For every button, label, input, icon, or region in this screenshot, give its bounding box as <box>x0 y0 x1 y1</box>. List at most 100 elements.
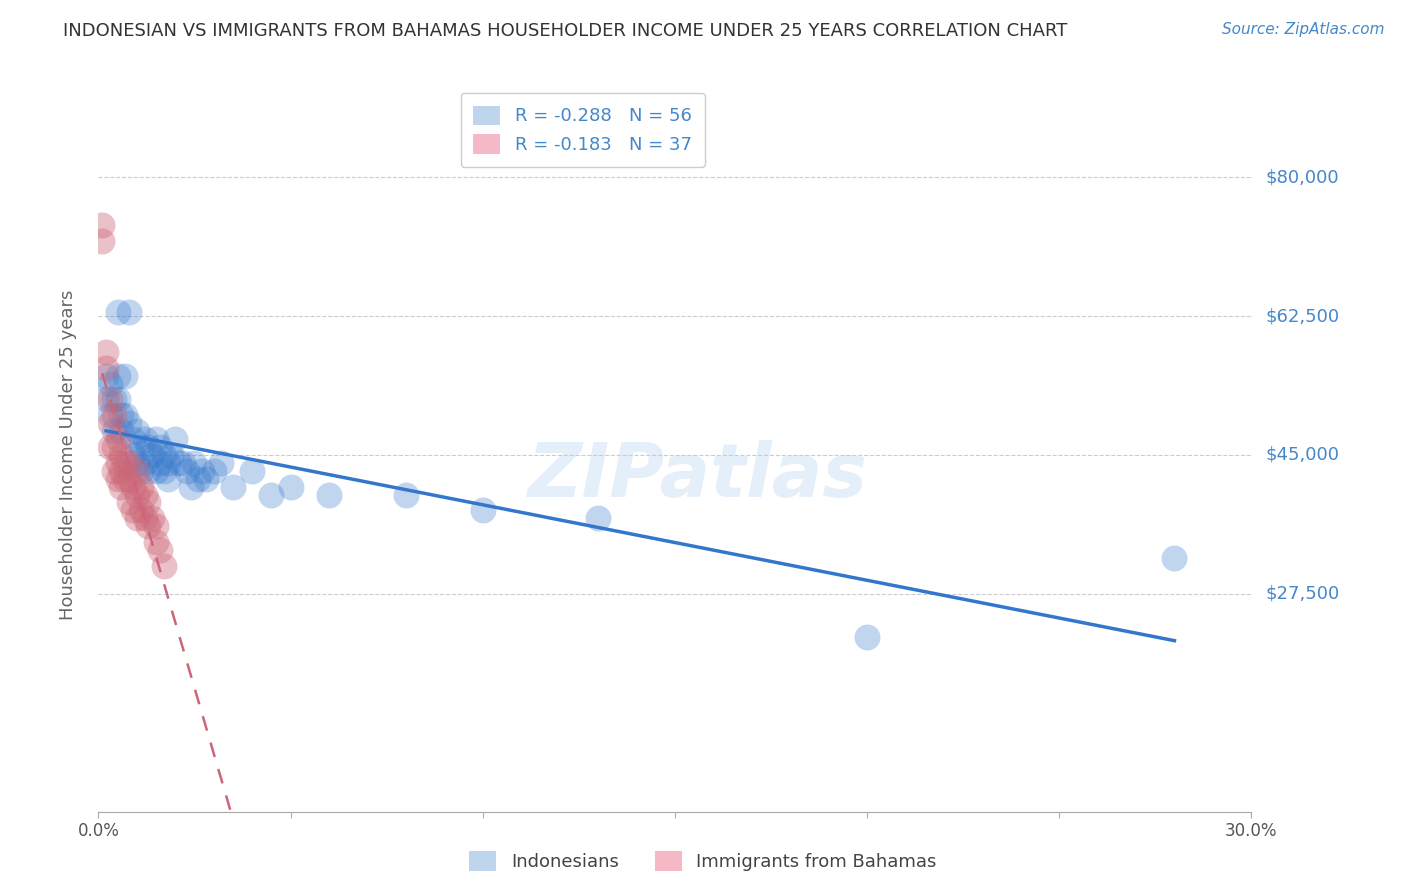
Point <box>103 424 125 438</box>
Point <box>145 519 167 533</box>
Point <box>107 392 129 407</box>
Point <box>107 456 129 470</box>
Point <box>98 392 121 407</box>
Point <box>94 360 117 375</box>
Point <box>107 472 129 486</box>
Point <box>91 234 114 248</box>
Text: $45,000: $45,000 <box>1265 446 1340 464</box>
Point <box>145 464 167 478</box>
Point <box>134 456 156 470</box>
Point <box>125 511 148 525</box>
Point <box>129 440 152 454</box>
Point <box>183 456 205 470</box>
Point <box>118 472 141 486</box>
Point <box>118 416 141 430</box>
Point <box>118 456 141 470</box>
Point <box>110 409 132 423</box>
Point <box>122 503 145 517</box>
Point <box>395 487 418 501</box>
Point <box>141 448 163 462</box>
Point <box>122 432 145 446</box>
Point <box>114 409 136 423</box>
Point <box>149 456 172 470</box>
Point <box>318 487 340 501</box>
Point <box>156 472 179 486</box>
Point <box>149 543 172 558</box>
Point <box>114 368 136 383</box>
Point <box>98 409 121 423</box>
Point <box>125 464 148 478</box>
Point <box>103 392 125 407</box>
Point <box>156 456 179 470</box>
Point <box>107 432 129 446</box>
Point <box>122 480 145 494</box>
Point <box>138 495 160 509</box>
Text: ZIPatlas: ZIPatlas <box>527 440 868 513</box>
Point <box>134 511 156 525</box>
Legend: R = -0.288   N = 56, R = -0.183   N = 37: R = -0.288 N = 56, R = -0.183 N = 37 <box>461 93 704 167</box>
Point <box>152 464 174 478</box>
Point <box>1163 551 1185 566</box>
Point <box>129 503 152 517</box>
Point <box>94 344 117 359</box>
Point <box>202 464 225 478</box>
Legend: Indonesians, Immigrants from Bahamas: Indonesians, Immigrants from Bahamas <box>463 844 943 879</box>
Point <box>856 630 879 644</box>
Y-axis label: Householder Income Under 25 years: Householder Income Under 25 years <box>59 290 77 620</box>
Point <box>141 511 163 525</box>
Point <box>167 456 190 470</box>
Point <box>209 456 232 470</box>
Point <box>107 368 129 383</box>
Point <box>129 464 152 478</box>
Point <box>134 487 156 501</box>
Point <box>138 440 160 454</box>
Point <box>152 558 174 573</box>
Point <box>122 448 145 462</box>
Point <box>187 472 209 486</box>
Point <box>98 440 121 454</box>
Point <box>165 432 187 446</box>
Point <box>103 464 125 478</box>
Point <box>94 368 117 383</box>
Point <box>91 218 114 232</box>
Point <box>145 535 167 549</box>
Point <box>125 456 148 470</box>
Point <box>129 480 152 494</box>
Point <box>98 376 121 391</box>
Text: INDONESIAN VS IMMIGRANTS FROM BAHAMAS HOUSEHOLDER INCOME UNDER 25 YEARS CORRELAT: INDONESIAN VS IMMIGRANTS FROM BAHAMAS HO… <box>63 22 1067 40</box>
Point <box>195 472 218 486</box>
Point <box>134 432 156 446</box>
Point <box>149 440 172 454</box>
Point <box>110 480 132 494</box>
Point <box>180 480 202 494</box>
Point <box>260 487 283 501</box>
Point <box>240 464 263 478</box>
Point <box>103 409 125 423</box>
Point <box>110 424 132 438</box>
Point <box>125 424 148 438</box>
Point <box>125 487 148 501</box>
Point <box>114 456 136 470</box>
Text: $62,500: $62,500 <box>1265 307 1340 326</box>
Point <box>98 416 121 430</box>
Point <box>152 448 174 462</box>
Point <box>172 456 194 470</box>
Point <box>118 305 141 319</box>
Point <box>114 472 136 486</box>
Point <box>138 519 160 533</box>
Point <box>103 440 125 454</box>
Point <box>110 448 132 462</box>
Text: $80,000: $80,000 <box>1265 169 1339 186</box>
Point <box>191 464 214 478</box>
Point <box>471 503 494 517</box>
Text: $27,500: $27,500 <box>1265 584 1340 603</box>
Point <box>586 511 609 525</box>
Point <box>145 432 167 446</box>
Point <box>107 305 129 319</box>
Point <box>176 464 198 478</box>
Point <box>222 480 245 494</box>
Point <box>118 495 141 509</box>
Point <box>160 448 183 462</box>
Text: Source: ZipAtlas.com: Source: ZipAtlas.com <box>1222 22 1385 37</box>
Point <box>94 392 117 407</box>
